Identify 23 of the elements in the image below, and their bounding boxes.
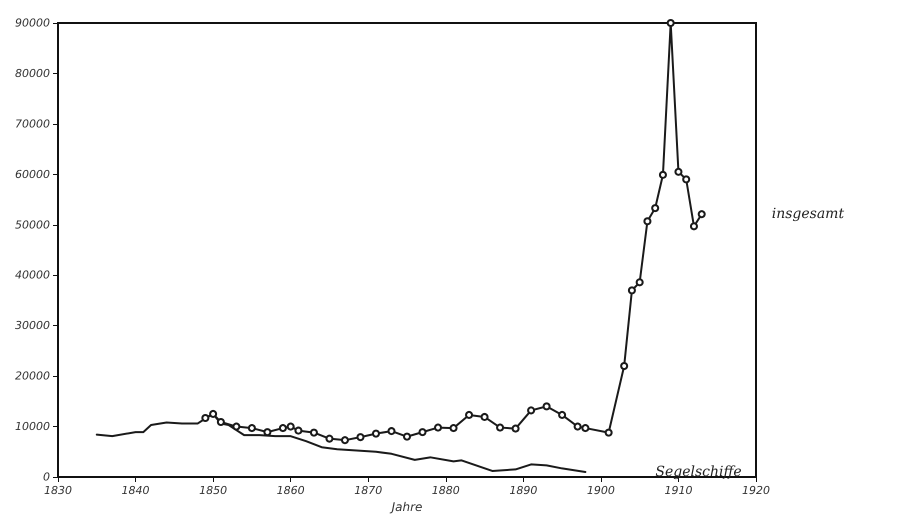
x-axis-title: Jahre: [390, 500, 422, 514]
y-tick-label: 80000: [15, 66, 50, 80]
x-tick-label: 1920: [742, 484, 770, 497]
y-tick-label: 10000: [15, 420, 50, 434]
x-tick-label: 1830: [44, 484, 72, 497]
text: insgesamt: [772, 206, 844, 222]
y-tick-label: 20000: [15, 370, 50, 383]
text: Segelschiffe: [655, 464, 742, 480]
x-tick-label: 1890: [509, 484, 538, 497]
y-tick-label: 60000: [15, 168, 50, 181]
x-tick-label: 1880: [432, 484, 460, 497]
x-tick-label: 1850: [199, 484, 228, 497]
x-tick-label: 1870: [354, 484, 382, 497]
y-tick-label: 40000: [15, 268, 50, 282]
y-tick-label: 50000: [15, 218, 50, 232]
y-tick-label: 70000: [15, 117, 50, 130]
x-tick-label: 1860: [276, 484, 305, 497]
y-tick-label: 90000: [15, 16, 50, 30]
x-tick-label: 1900: [586, 484, 615, 497]
x-tick-label: 1910: [664, 484, 692, 497]
y-tick-label: 30000: [15, 319, 50, 332]
x-tick-label: 1840: [122, 484, 150, 497]
y-tick-label: 0: [43, 470, 50, 484]
